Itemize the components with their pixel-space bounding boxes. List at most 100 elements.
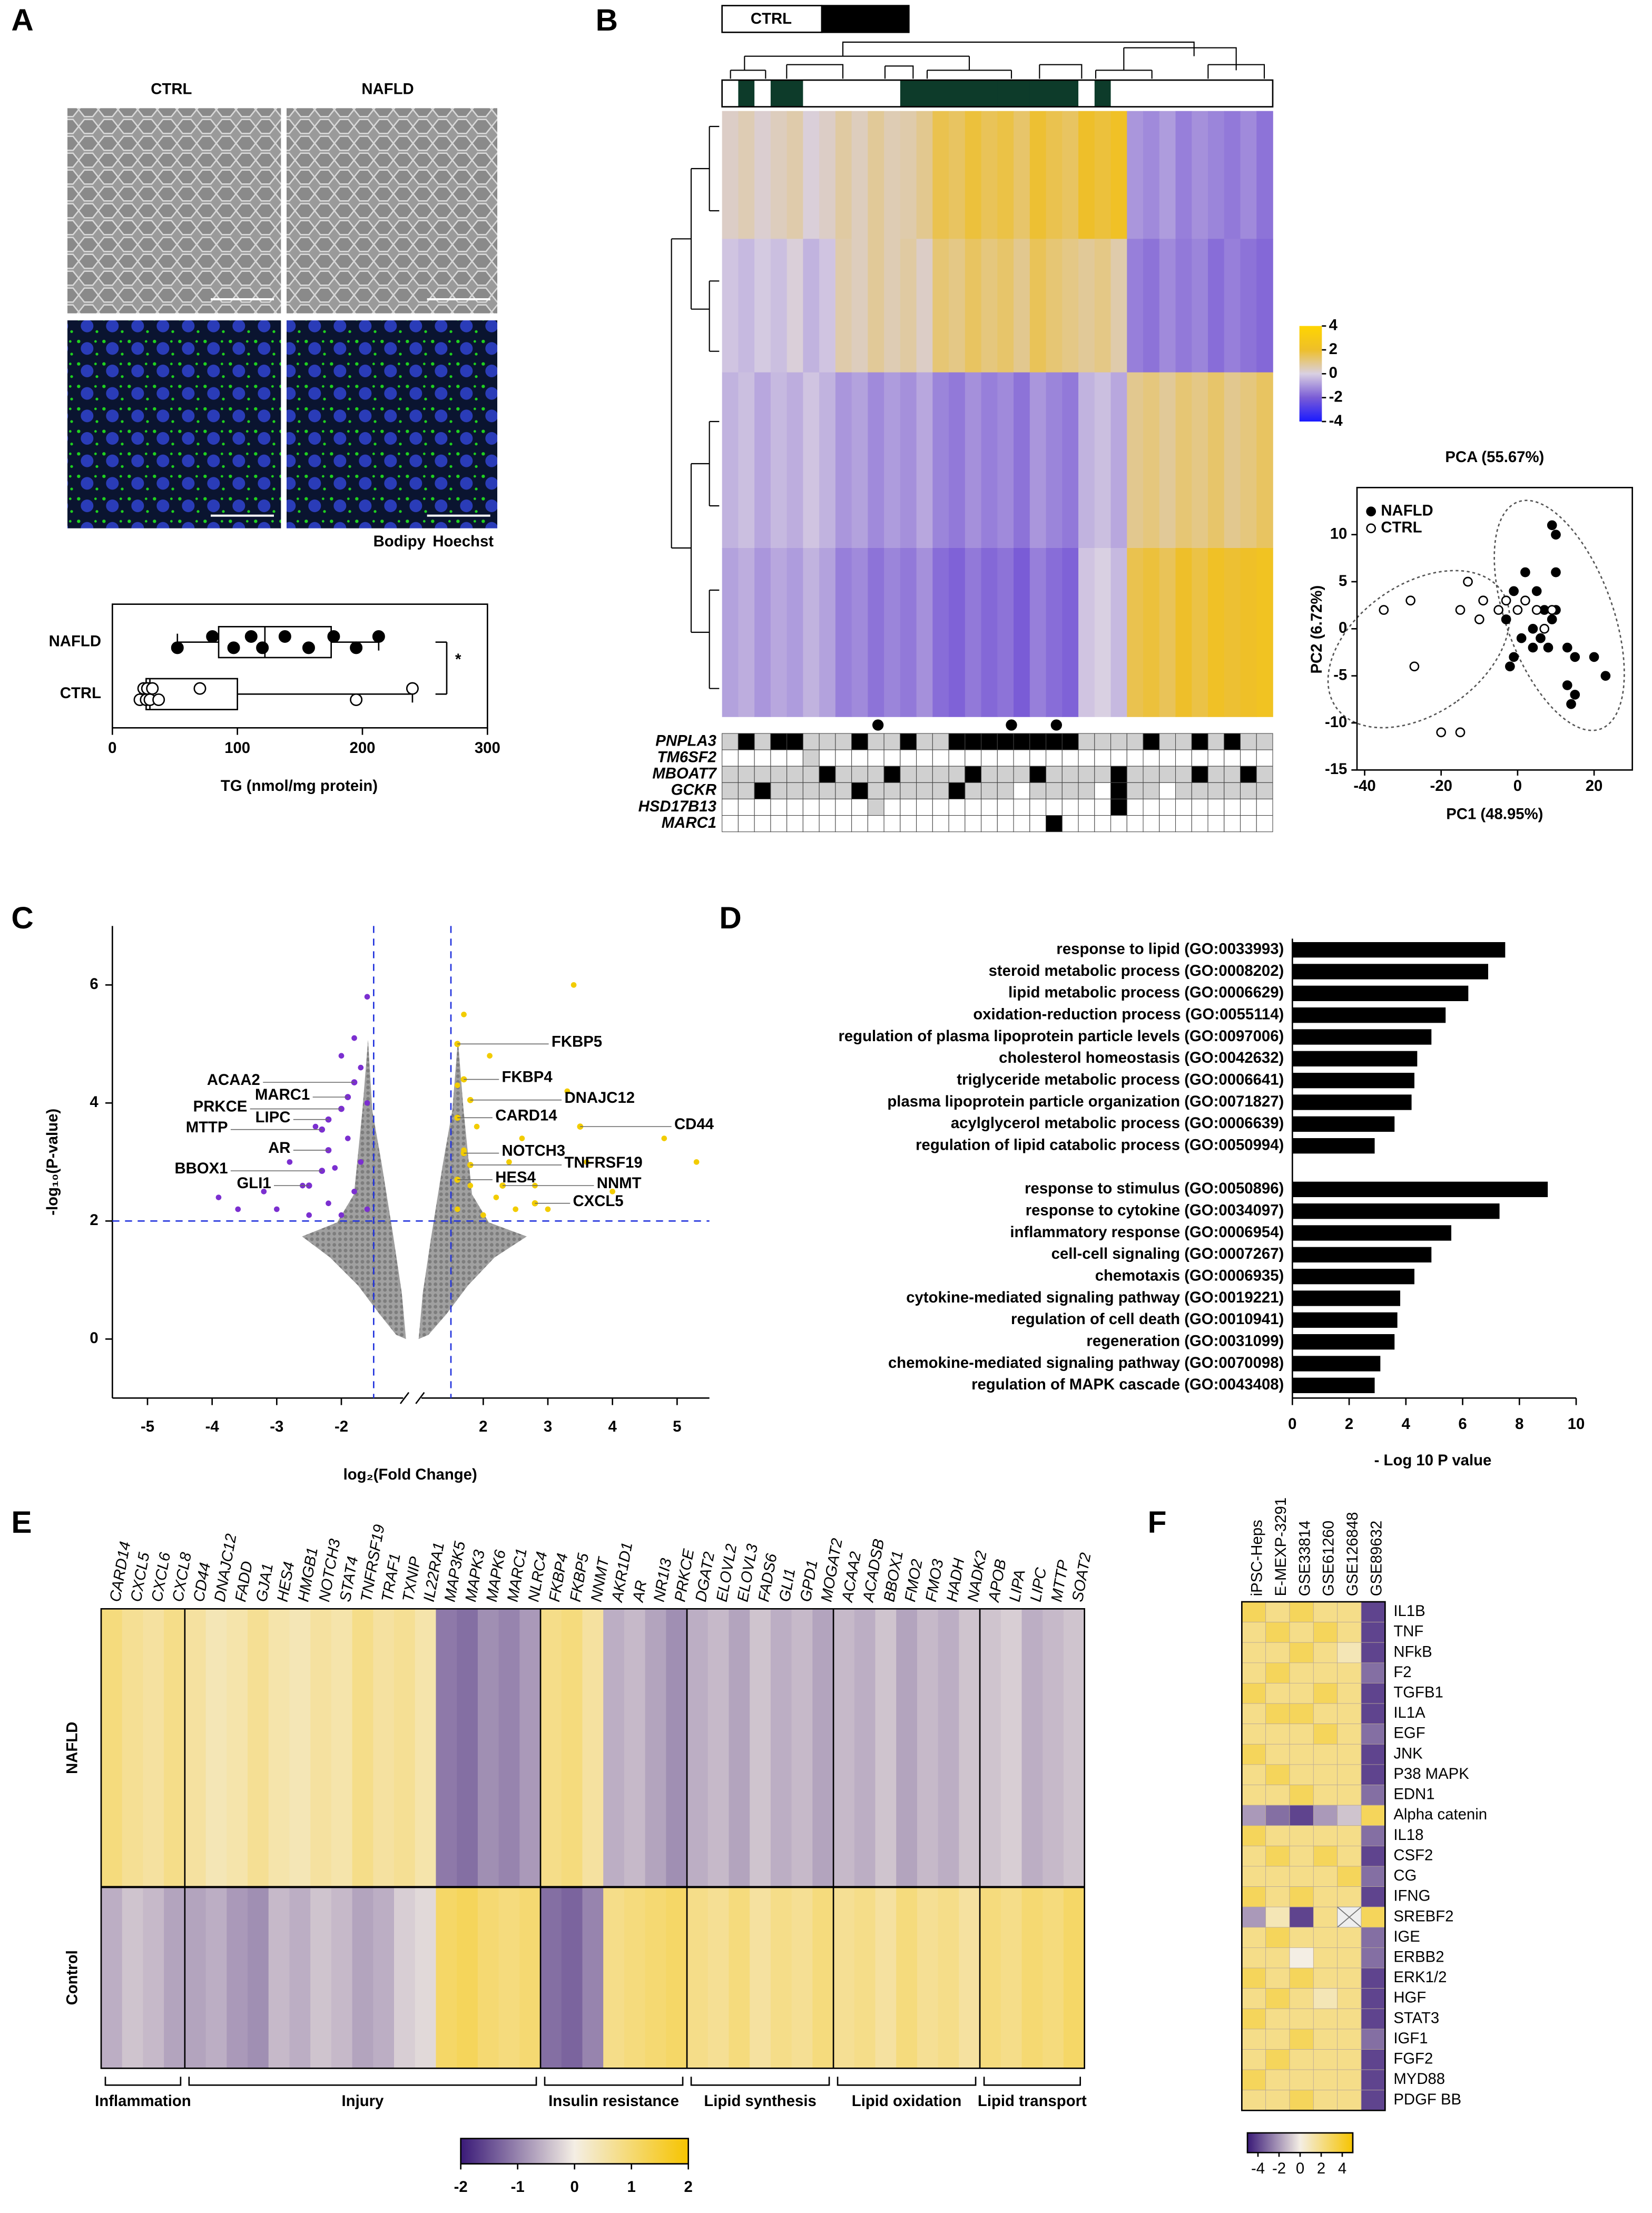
heatmap-cell: [1265, 2029, 1290, 2050]
row-label: STAT3: [1393, 2009, 1439, 2026]
genotype-cell: [1207, 798, 1225, 816]
heatmap-cell: [1361, 1805, 1385, 1826]
heatmap-cell: [997, 239, 1014, 373]
genotype-cell: [835, 766, 852, 783]
genotype-cell: [1207, 733, 1225, 750]
heatmap-cell: [1337, 1988, 1362, 2009]
heatmap-cell: [1265, 1724, 1290, 1745]
heatmap-cell: [164, 1609, 185, 1887]
data-point: [1474, 614, 1484, 624]
heatmap-cell: [1241, 1845, 1266, 1867]
group-cell: [1078, 80, 1095, 107]
x-axis-label: PC1 (48.95%): [1446, 805, 1543, 822]
genotype-cell: [1061, 798, 1079, 816]
genotype-cell: [754, 782, 771, 799]
heatmap-cell: [1208, 372, 1225, 549]
gene-label: PRKCE: [193, 1098, 248, 1115]
heatmap-cell: [1265, 1988, 1290, 2009]
heatmap-cell: [791, 1887, 813, 2069]
genotype-cell: [883, 733, 901, 750]
genotype-cell: [738, 733, 755, 750]
data-point: [1379, 605, 1389, 615]
genotype-cell: [851, 782, 868, 799]
heatmap-cell: [1143, 111, 1160, 240]
heatmap-cell: [884, 239, 901, 373]
heatmap-cell: [1313, 1866, 1338, 1887]
genotype-cell: [738, 766, 755, 783]
heatmap-cell: [980, 1887, 1001, 2069]
group-cell: [1224, 80, 1241, 107]
genotype-cell: [932, 749, 949, 767]
heatmap-cell: [1289, 1866, 1314, 1887]
heatmap-cell: [1289, 1845, 1314, 1867]
heatmap-cell: [722, 548, 739, 717]
heatmap-cell: [1043, 1609, 1064, 1887]
row-label: EGF: [1393, 1725, 1425, 1742]
heatmap-cell: [477, 1609, 499, 1887]
bar: [1292, 1269, 1414, 1285]
heatmap-cell: [1313, 1764, 1338, 1785]
heatmap-cell: [436, 1887, 457, 2069]
micrograph: [287, 108, 497, 314]
heatmap-cell: [1289, 1988, 1314, 2009]
genotype-cell: [1240, 798, 1257, 816]
x-tick-label: 10: [1568, 1415, 1585, 1433]
heatmap-cell: [707, 1887, 730, 2069]
heatmap-cell: [1313, 1988, 1338, 2009]
heatmap-cell: [965, 548, 982, 717]
colorbar-label: 0: [1329, 364, 1338, 381]
heatmap-cell: [1361, 1927, 1385, 1948]
heatmap-cell: [1361, 1642, 1385, 1663]
data-point: [146, 682, 159, 695]
group-label: Lipid transport: [978, 2092, 1087, 2110]
heatmap-cell: [729, 1609, 751, 1887]
category-label: cell-cell signaling (GO:0007267): [1051, 1245, 1284, 1262]
genotype-cell: [1094, 782, 1112, 799]
group-bracket: [690, 2077, 830, 2086]
data-point: [1531, 605, 1542, 615]
heatmap-cell: [868, 372, 884, 549]
bar: [1292, 1247, 1432, 1262]
genotype-cell: [1110, 815, 1127, 833]
heatmap-cell: [916, 548, 933, 717]
group-cell: [1110, 80, 1128, 107]
genotype-cell: [722, 782, 739, 799]
row-label: Control: [63, 1950, 81, 2005]
heatmap-cell: [498, 1887, 520, 2069]
category-label: regeneration (GO:0031099): [1086, 1332, 1284, 1349]
colorbar-label: 2: [684, 2178, 693, 2196]
heatmap-cell: [770, 239, 788, 373]
data-point: [312, 1123, 319, 1130]
genotype-cell: [867, 815, 884, 833]
group-cell: [932, 80, 949, 107]
heatmap-cell: [1127, 111, 1144, 240]
heatmap-cell: [1224, 239, 1241, 373]
genotype-cell: [1240, 749, 1257, 767]
genotype-cell: [1256, 766, 1273, 783]
data-point: [227, 641, 240, 654]
genotype-cell: [786, 782, 803, 799]
data-point: [609, 1189, 615, 1194]
group-cell: [900, 80, 917, 107]
genotype-cell: [802, 766, 820, 783]
genotype-cell: [770, 749, 788, 767]
heatmap-cell: [1361, 1764, 1385, 1785]
heatmap-cell: [1029, 111, 1047, 240]
genotype-cell: [932, 815, 949, 833]
data-point: [467, 1182, 474, 1189]
heatmap-cell: [248, 1887, 269, 2069]
heatmap-cell: [352, 1609, 374, 1887]
genotype-cell: [948, 766, 966, 783]
gene-label: FKBP4: [502, 1069, 553, 1086]
genotype-cell: [754, 749, 771, 767]
heatmap-cell: [1256, 548, 1273, 717]
heatmap-cell: [1046, 372, 1063, 549]
group-cell: [754, 80, 771, 107]
heatmap-cell: [122, 1887, 144, 2069]
genotype-cell: [1061, 749, 1079, 767]
gene-label: MARC1: [255, 1086, 310, 1103]
genotype-cell: [1175, 815, 1192, 833]
gene-label: MTTP: [186, 1119, 228, 1136]
category-label: regulation of plasma lipoprotein particl…: [838, 1027, 1284, 1045]
genotype-cell: [754, 815, 771, 833]
